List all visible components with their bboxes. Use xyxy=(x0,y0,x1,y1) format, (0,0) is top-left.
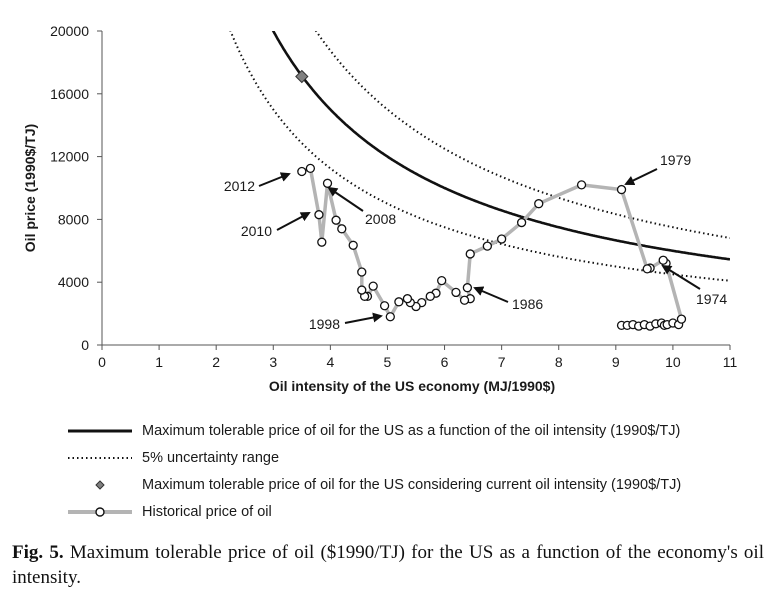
historical-point xyxy=(322,178,333,188)
legend-label: Maximum tolerable price of oil for the U… xyxy=(142,477,682,493)
chart: 0 1 2 3 4 5 6 7 8 9 10 11 0 4000 8000 12000 16000 20000 Oi… xyxy=(22,23,738,394)
uncertainty-upper-curve xyxy=(314,31,730,239)
historical-point xyxy=(465,249,475,259)
x-tick-label: 3 xyxy=(269,354,277,370)
x-tick-label: 11 xyxy=(723,354,738,370)
historical-point xyxy=(305,163,316,174)
historical-point xyxy=(394,297,404,307)
x-tick-label: 9 xyxy=(612,354,620,370)
dotted-line-swatch xyxy=(68,457,132,459)
historical-point xyxy=(658,255,668,265)
historical-point xyxy=(317,237,327,247)
figure-caption: Fig. 5. Maximum tolerable price of oil (… xyxy=(12,540,764,590)
historical-point xyxy=(496,234,507,244)
y-axis-title: Oil price (1990$/TJ) xyxy=(22,124,38,252)
legend-item-max-price-curve: Maximum tolerable price of oil for the U… xyxy=(66,420,680,442)
annotation-label-1998: 1998 xyxy=(309,316,340,332)
x-tick-label: 6 xyxy=(441,354,449,370)
current-point-diamond xyxy=(295,69,309,84)
historical-point xyxy=(385,312,395,322)
historical-point xyxy=(482,241,493,251)
historical-point xyxy=(348,240,358,250)
annotation-arrow-2010 xyxy=(276,212,311,231)
historical-point xyxy=(379,301,390,311)
historical-point xyxy=(357,285,367,295)
historical-point xyxy=(297,166,307,177)
legend-item-historical: Historical price of oil xyxy=(66,501,272,523)
historical-point xyxy=(616,184,627,195)
diamond-swatch xyxy=(95,480,105,490)
annotation-arrow-1974 xyxy=(661,264,701,290)
x-tick-label: 10 xyxy=(665,354,681,370)
historical-point xyxy=(314,210,324,220)
y-tick-label: 12000 xyxy=(50,149,89,165)
annotation-arrow-1986 xyxy=(473,286,509,303)
solid-line-swatch xyxy=(68,429,132,433)
annotation-label-1979: 1979 xyxy=(660,152,691,168)
annotation-arrow-2008 xyxy=(327,186,364,212)
annotation-label-1974: 1974 xyxy=(696,291,727,307)
historical-point xyxy=(459,295,470,305)
x-tick-label: 7 xyxy=(498,354,506,370)
annotation-label-1986: 1986 xyxy=(512,296,543,312)
legend-label: Historical price of oil xyxy=(142,504,272,520)
historical-point xyxy=(337,224,347,234)
annotation-label-2008: 2008 xyxy=(365,211,396,227)
historical-point xyxy=(357,267,367,277)
legend-label: Maximum tolerable price of oil for the U… xyxy=(142,423,681,439)
x-tick-label: 4 xyxy=(326,354,334,370)
y-tick-label: 0 xyxy=(81,337,89,353)
x-tick-label: 0 xyxy=(98,354,106,370)
x-tick-label: 8 xyxy=(555,354,563,370)
historical-point xyxy=(368,281,378,291)
historical-point xyxy=(402,294,413,304)
historical-point xyxy=(437,275,447,286)
historical-point xyxy=(534,199,544,209)
historical-point xyxy=(331,215,341,225)
annotation-label-2010: 2010 xyxy=(241,223,272,239)
historical-point xyxy=(462,283,473,293)
max-price-curve xyxy=(271,31,730,261)
legend-label: 5% uncertainty range xyxy=(142,450,280,466)
caption-text: Maximum tolerable price of oil ($1990/TJ… xyxy=(12,542,764,588)
caption-label: Fig. 5. xyxy=(12,542,64,563)
historical-point xyxy=(425,291,435,301)
historical-point xyxy=(516,217,527,228)
x-tick-label: 2 xyxy=(212,354,220,370)
legend-item-uncertainty: 5% uncertainty range xyxy=(66,447,279,469)
x-axis-title: Oil intensity of the US economy (MJ/1990… xyxy=(269,378,555,394)
annotation-arrow-1998 xyxy=(344,312,383,324)
y-tick-label: 8000 xyxy=(58,211,89,227)
annotation-arrow-1979 xyxy=(624,168,658,186)
historical-point xyxy=(676,314,687,324)
y-tick-label: 20000 xyxy=(50,23,89,39)
legend-item-current-point: Maximum tolerable price of oil for the U… xyxy=(66,474,681,496)
historical-line-swatch xyxy=(68,507,132,517)
y-tick-label: 4000 xyxy=(58,274,89,290)
historical-point xyxy=(576,180,587,190)
y-tick-label: 16000 xyxy=(50,86,89,102)
historical-point xyxy=(642,264,652,274)
historical-point xyxy=(451,287,461,298)
annotation-label-2012: 2012 xyxy=(224,178,255,194)
annotation-arrow-2012 xyxy=(258,172,291,187)
x-tick-label: 5 xyxy=(384,354,392,370)
x-tick-label: 1 xyxy=(155,354,163,370)
